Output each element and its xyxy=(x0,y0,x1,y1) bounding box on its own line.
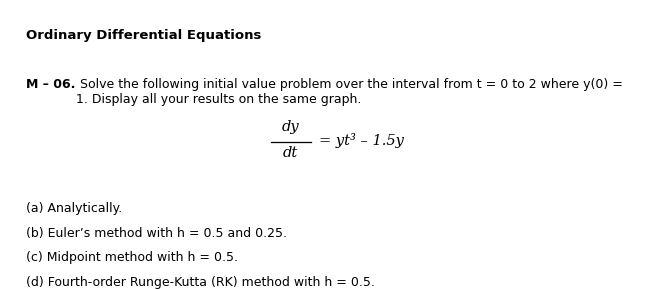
Text: Ordinary Differential Equations: Ordinary Differential Equations xyxy=(26,29,262,42)
Text: dt: dt xyxy=(283,146,299,160)
Text: = yt³ – 1.5y: = yt³ – 1.5y xyxy=(319,133,403,148)
Text: M – 06.: M – 06. xyxy=(26,78,76,91)
Text: Solve the following initial value problem over the interval from t = 0 to 2 wher: Solve the following initial value proble… xyxy=(76,78,623,106)
Text: (b) Euler’s method with h = 0.5 and 0.25.: (b) Euler’s method with h = 0.5 and 0.25… xyxy=(26,227,288,240)
Text: (d) Fourth-order Runge-Kutta (RK) method with h = 0.5.: (d) Fourth-order Runge-Kutta (RK) method… xyxy=(26,276,375,289)
Text: (a) Analytically.: (a) Analytically. xyxy=(26,202,123,215)
Text: (c) Midpoint method with h = 0.5.: (c) Midpoint method with h = 0.5. xyxy=(26,251,239,264)
Text: dy: dy xyxy=(282,121,299,134)
